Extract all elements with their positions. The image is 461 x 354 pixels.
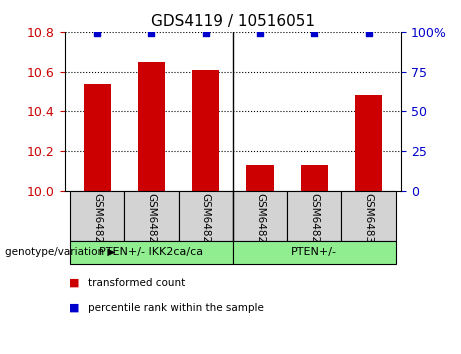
Bar	[192, 70, 219, 191]
Text: GSM648297: GSM648297	[201, 193, 211, 257]
Bar	[70, 241, 233, 264]
Title: GDS4119 / 10516051: GDS4119 / 10516051	[151, 14, 315, 29]
Text: GSM648299: GSM648299	[309, 193, 319, 257]
Bar	[355, 96, 382, 191]
Point	[94, 30, 101, 36]
Text: ■: ■	[69, 278, 80, 288]
Bar	[138, 62, 165, 191]
Bar	[178, 191, 233, 241]
Bar	[83, 84, 111, 191]
Text: GSM648296: GSM648296	[147, 193, 156, 257]
Text: PTEN+/- IKK2ca/ca: PTEN+/- IKK2ca/ca	[99, 247, 203, 257]
Text: GSM648295: GSM648295	[92, 193, 102, 257]
Text: GSM648298: GSM648298	[255, 193, 265, 257]
Point	[148, 30, 155, 36]
Bar	[233, 191, 287, 241]
Text: GSM648300: GSM648300	[364, 193, 373, 256]
Bar	[301, 165, 328, 191]
Point	[365, 30, 372, 36]
Point	[256, 30, 264, 36]
Bar	[287, 191, 341, 241]
Bar	[233, 241, 396, 264]
Bar	[246, 165, 273, 191]
Bar	[70, 191, 124, 241]
Text: percentile rank within the sample: percentile rank within the sample	[88, 303, 264, 313]
Text: transformed count: transformed count	[88, 278, 185, 288]
Text: PTEN+/-: PTEN+/-	[291, 247, 337, 257]
Bar	[124, 191, 178, 241]
Point	[311, 30, 318, 36]
Text: genotype/variation ▶: genotype/variation ▶	[5, 247, 115, 257]
Point	[202, 30, 209, 36]
Text: ■: ■	[69, 303, 80, 313]
Bar	[341, 191, 396, 241]
